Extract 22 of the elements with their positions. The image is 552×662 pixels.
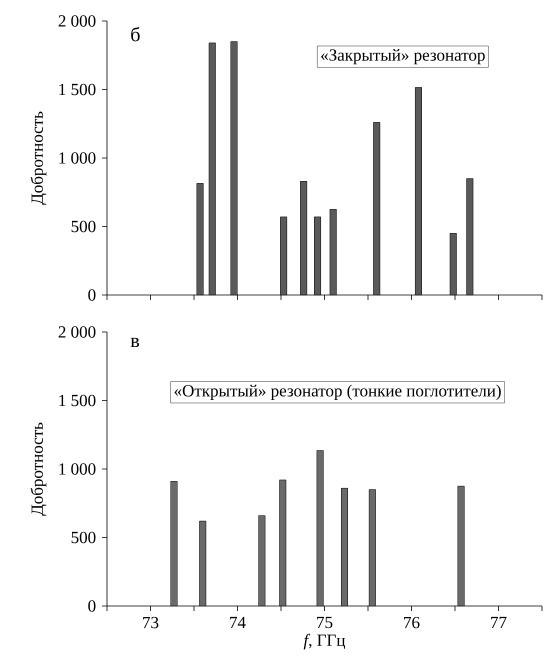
x-tick-label: 77 <box>491 616 507 628</box>
y-tick-label: 2 000 <box>58 326 96 338</box>
y-tick-label: 1 500 <box>59 394 96 406</box>
annotation: «Открытый» резонатор (тонкие поглотители) <box>174 384 501 400</box>
y-tick-label: 1 000 <box>59 152 96 164</box>
y-axis-title: Добротность <box>30 112 46 205</box>
y-tick-label: 500 <box>72 220 96 232</box>
y-tick-label: 500 <box>72 532 96 544</box>
y-tick-label: 0 <box>88 600 96 612</box>
y-tick-label: 1 500 <box>59 84 96 96</box>
x-tick-label: 75 <box>317 616 332 628</box>
y-tick-label: 2 000 <box>58 15 96 27</box>
x-tick-label: 76 <box>404 616 420 628</box>
x-tick-label: 74 <box>230 616 246 628</box>
annotation: б <box>131 26 140 42</box>
y-tick-label: 0 <box>88 289 96 301</box>
annotation: «Закрытый» резонатор <box>321 48 485 64</box>
y-tick-label: 1 000 <box>59 463 96 475</box>
x-tick-label: 73 <box>143 616 158 628</box>
y-axis-title: Добротность <box>30 422 46 516</box>
x-axis-title: f, ГГц <box>304 634 346 650</box>
annotation: в <box>130 338 140 348</box>
